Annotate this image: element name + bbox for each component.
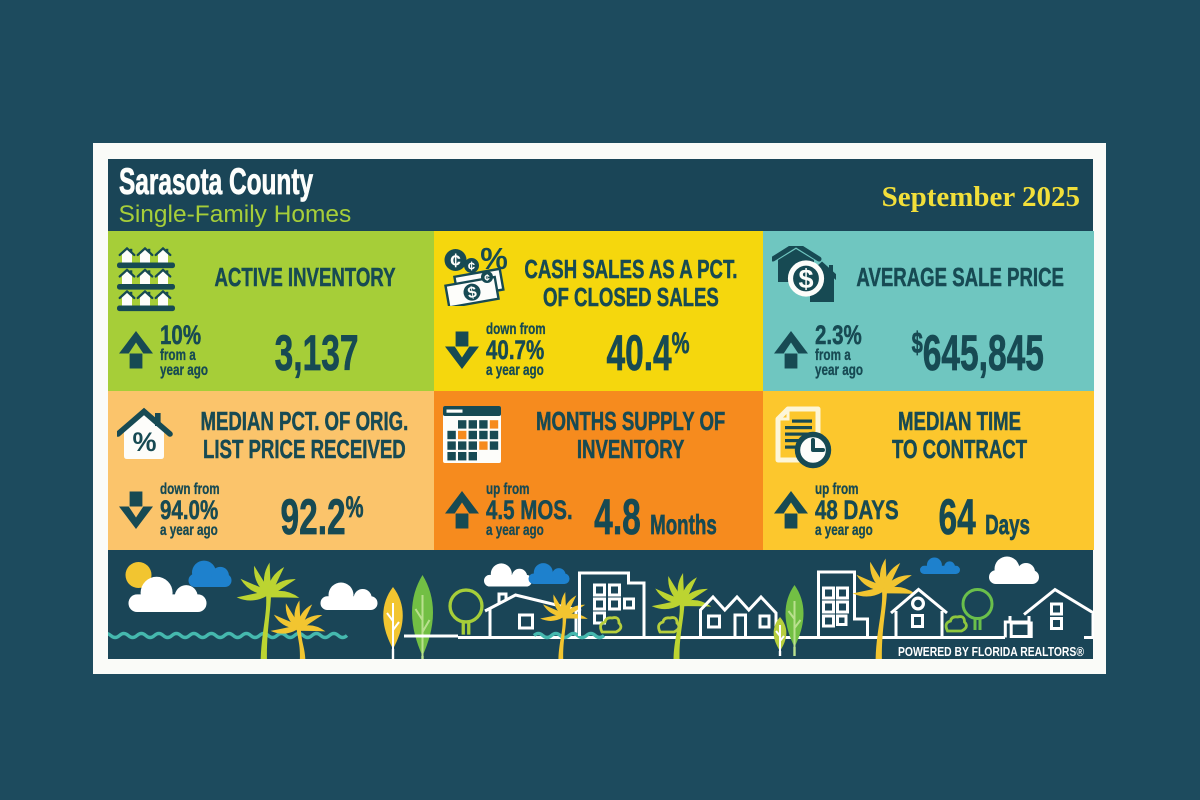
svg-text:¢: ¢ — [484, 273, 490, 284]
svg-text:$: $ — [466, 284, 478, 302]
svg-text:¢: ¢ — [468, 259, 475, 274]
svg-text:¢: ¢ — [450, 251, 461, 272]
svg-text:%: % — [132, 427, 156, 457]
svg-text:$: $ — [798, 264, 813, 294]
svg-text:POWERED BY FLORIDA REALTORS®: POWERED BY FLORIDA REALTORS® — [898, 644, 1084, 659]
svg-text:%: % — [480, 246, 507, 276]
